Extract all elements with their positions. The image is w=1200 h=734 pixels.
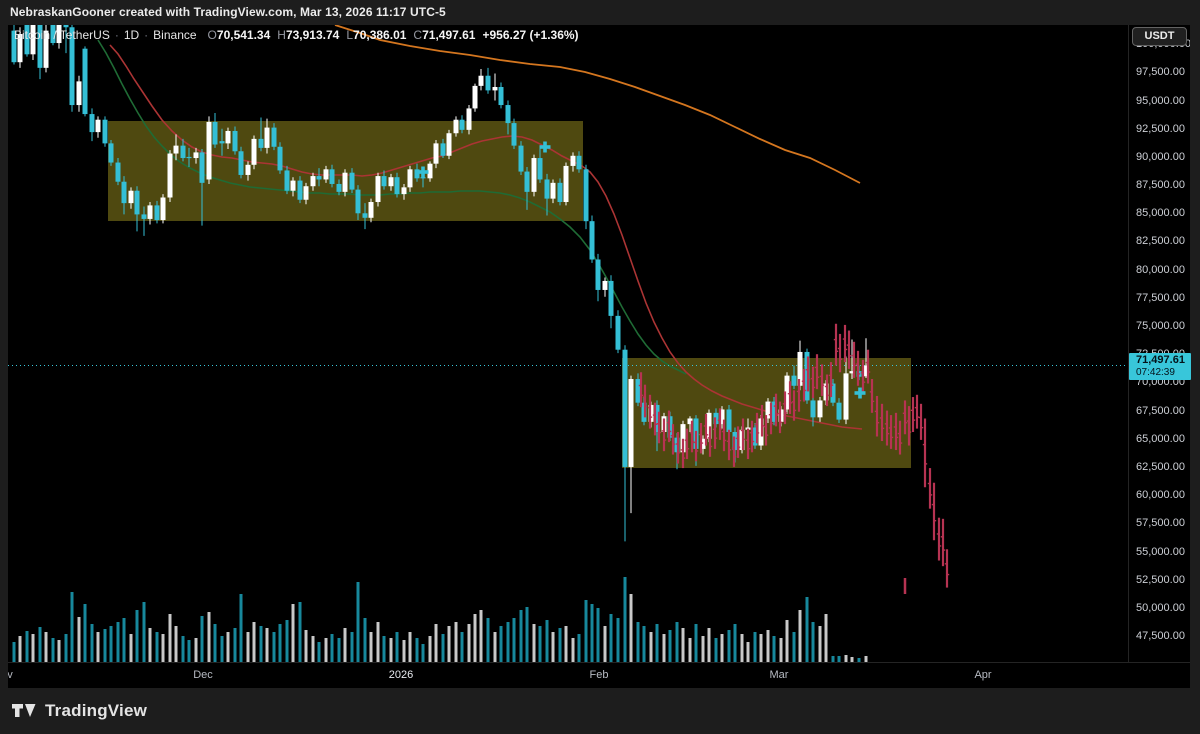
time-axis-label: 2026 (388, 669, 414, 681)
projection-bars (638, 323, 950, 588)
change-value: +956.27 (+1.36%) (482, 28, 579, 42)
price-axis-label: 80,000.00 (1136, 263, 1185, 276)
price-axis-label: 65,000.00 (1136, 432, 1185, 445)
ma-red-line (109, 44, 863, 430)
ma-orange-line (334, 25, 861, 184)
price-axis-label: 77,500.00 (1136, 291, 1185, 304)
timeframe-label[interactable]: 1D (123, 28, 140, 42)
price-axis-label: 85,000.00 (1136, 207, 1185, 220)
price-axis-label: 97,500.00 (1136, 66, 1185, 79)
low-label: L (346, 28, 354, 42)
price-axis-label: 92,500.00 (1136, 122, 1185, 135)
tradingview-logo-icon[interactable] (12, 704, 36, 718)
price-axis-label: 52,500.00 (1136, 573, 1185, 586)
time-axis-label: Nov (8, 669, 13, 681)
chart-pane[interactable]: Bitcoin / TetherUS · 1D · Binance O70,54… (8, 25, 1128, 662)
price-axis-label: 95,000.00 (1136, 94, 1185, 107)
attribution-bar: NebraskanGooner created with TradingView… (0, 0, 1200, 25)
exchange-label: Binance (153, 28, 197, 42)
attribution-text: NebraskanGooner created with TradingView… (10, 5, 446, 19)
volume-bars (12, 577, 868, 662)
price-axis-label: 47,500.00 (1136, 630, 1185, 643)
time-axis[interactable]: Nov Dec 2026 Feb Mar Apr (8, 662, 1190, 688)
footer-bar: TradingView (0, 688, 1200, 734)
price-axis-label: 60,000.00 (1136, 489, 1185, 502)
symbol-legend[interactable]: Bitcoin / TetherUS · 1D · Binance O70,54… (14, 28, 579, 42)
close-label: C (413, 28, 423, 42)
price-axis-label: 87,500.00 (1136, 179, 1185, 192)
price-axis-label: 82,500.00 (1136, 235, 1185, 248)
price-axis-label: 90,000.00 (1136, 150, 1185, 163)
time-axis-label: Feb (589, 669, 609, 681)
right-margin (1190, 25, 1200, 688)
price-axis-label: 57,500.00 (1136, 517, 1185, 530)
legend-separator: · (144, 28, 149, 42)
open-label: O (207, 28, 217, 42)
price-axis-label: 75,000.00 (1136, 320, 1185, 333)
open-value: 70,541.34 (216, 28, 271, 42)
candles (11, 25, 869, 542)
time-axis-label: Apr (974, 669, 992, 681)
price-axis-label: 67,500.00 (1136, 404, 1185, 417)
currency-toggle-button[interactable]: USDT (1132, 27, 1187, 46)
high-label: H (277, 28, 286, 42)
high-value: 73,913.74 (285, 28, 340, 42)
price-axis-label: 55,000.00 (1136, 545, 1185, 558)
plus-markers (417, 141, 866, 399)
bar-countdown: 07:42:39 (1136, 366, 1175, 378)
time-axis-label: Mar (769, 669, 789, 681)
chart-canvas[interactable] (8, 25, 1128, 662)
last-price-label: 71,497.61 07:42:39 (1129, 352, 1191, 380)
legend-separator: · (114, 28, 119, 42)
close-value: 71,497.61 (422, 28, 476, 42)
low-value: 70,386.01 (353, 28, 407, 42)
price-axis[interactable]: USDT 71,497.61 07:42:39 100,000.0097,500… (1128, 25, 1191, 662)
price-axis-label: 50,000.00 (1136, 601, 1185, 614)
tradingview-brand-text[interactable]: TradingView (45, 701, 148, 720)
time-axis-label: Dec (193, 669, 213, 681)
price-axis-label: 62,500.00 (1136, 460, 1185, 473)
symbol-name[interactable]: Bitcoin / TetherUS (14, 28, 110, 42)
last-price-value: 71,497.61 (1136, 353, 1185, 366)
ohlc-values: O70,541.34 H73,913.74 L70,386.01 C71,497… (208, 28, 476, 42)
